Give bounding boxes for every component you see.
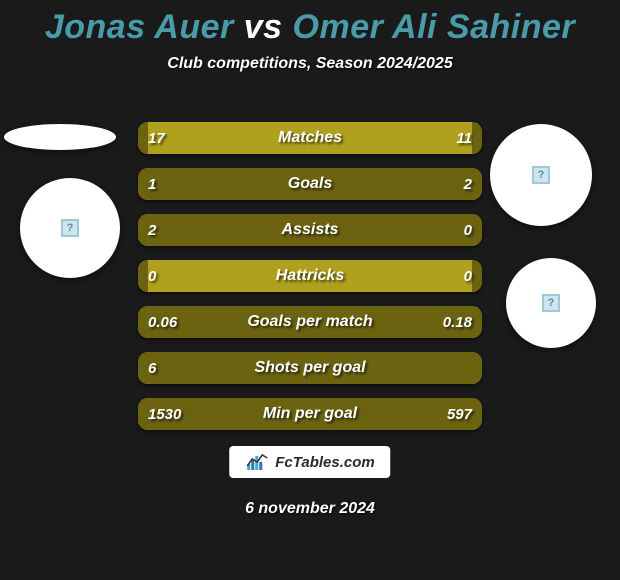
snapshot-date: 6 november 2024 — [0, 500, 620, 518]
brand-badge: FcTables.com — [229, 446, 390, 478]
stats-container: 1711Matches 12Goals 20Assists 00Hattricks 0.… — [138, 122, 482, 444]
stat-row: 12Goals — [138, 168, 482, 200]
player-crest-icon: ? — [532, 166, 550, 184]
circle-left: ? — [20, 178, 120, 278]
stat-label: Shots per goal — [138, 352, 482, 384]
ellipse-top-left — [4, 124, 116, 150]
brand-text: FcTables.com — [275, 454, 374, 471]
stat-row: 1530597Min per goal — [138, 398, 482, 430]
stat-label: Hattricks — [138, 260, 482, 292]
stat-row: 20Assists — [138, 214, 482, 246]
stat-label: Min per goal — [138, 398, 482, 430]
player-crest-icon: ? — [542, 294, 560, 312]
stat-row: 1711Matches — [138, 122, 482, 154]
stat-label: Goals per match — [138, 306, 482, 338]
player-crest-icon: ? — [61, 219, 79, 237]
stat-row: 0.060.18Goals per match — [138, 306, 482, 338]
circle-right-bot: ? — [506, 258, 596, 348]
stat-row: 6Shots per goal — [138, 352, 482, 384]
player1-name: Jonas Auer — [45, 8, 234, 46]
stat-label: Matches — [138, 122, 482, 154]
comparison-title: Jonas Auer vs Omer Ali Sahiner — [0, 0, 620, 47]
circle-right-top: ? — [490, 124, 592, 226]
stat-row: 00Hattricks — [138, 260, 482, 292]
stat-label: Goals — [138, 168, 482, 200]
player2-name: Omer Ali Sahiner — [293, 8, 576, 46]
title-vs: vs — [244, 8, 283, 46]
brand-logo-icon — [245, 452, 269, 472]
stat-label: Assists — [138, 214, 482, 246]
subtitle: Club competitions, Season 2024/2025 — [0, 55, 620, 73]
